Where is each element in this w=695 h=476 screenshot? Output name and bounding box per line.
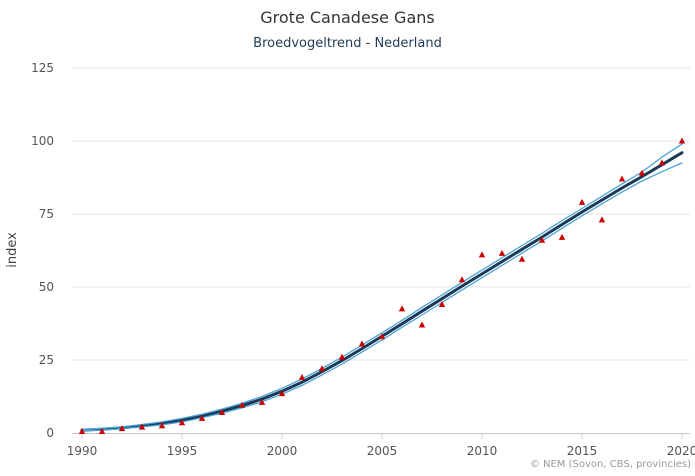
y-tick-labels: 0 25 50 75 100 125 [31,61,54,440]
x-tick-labels: 1990 1995 2000 2005 2010 2015 2020 [67,433,695,458]
observed-point [98,428,106,435]
observed-point [518,255,526,262]
observed-point [658,159,666,166]
observed-point [638,169,646,176]
observed-point [378,333,386,340]
gridlines [72,67,690,361]
observed-point [418,321,426,328]
x-tick-label: 2020 [667,444,695,458]
observed-point [298,374,306,381]
y-tick-label: 100 [31,134,54,148]
x-tick-label: 1995 [167,444,198,458]
observed-point [158,422,166,429]
upper-confidence-line [81,143,683,431]
y-axis-label: index [5,232,20,268]
observed-point [618,175,626,182]
trend-line [80,151,684,432]
observed-point [398,305,406,312]
chart-title: Grote Canadese Gans [260,8,435,27]
y-tick-label: 75 [39,207,54,221]
y-tick-label: 125 [31,61,54,75]
observed-point [338,353,346,360]
y-tick-label: 25 [39,353,54,367]
observed-point [458,276,466,283]
observed-point [478,251,486,258]
observed-points [78,137,686,435]
observed-point [358,340,366,347]
observed-point [318,365,326,372]
observed-point [198,414,206,421]
observed-point [218,409,226,416]
observed-point [178,419,186,426]
chart-subtitle: Broedvogeltrend - Nederland [253,36,442,51]
observed-point [538,236,546,243]
y-tick-label: 50 [39,280,54,294]
y-tick-label: 0 [46,426,54,440]
x-tick-label: 2015 [567,444,598,458]
observed-point [578,198,586,205]
observed-point [258,398,266,405]
observed-point [438,301,446,308]
observed-point [138,423,146,430]
x-tick-label: 1990 [67,444,98,458]
observed-point [678,137,686,144]
x-tick-label: 2005 [367,444,398,458]
observed-point [278,390,286,397]
observed-point [118,425,126,432]
observed-point [598,216,606,223]
observed-point [238,401,246,408]
x-tick-label: 2000 [267,444,298,458]
observed-point [498,249,506,256]
observed-point [78,428,86,435]
x-tick-label: 2010 [467,444,498,458]
credits: © NEM (Sovon, CBS, provincies) [529,459,691,470]
observed-point [558,233,566,240]
